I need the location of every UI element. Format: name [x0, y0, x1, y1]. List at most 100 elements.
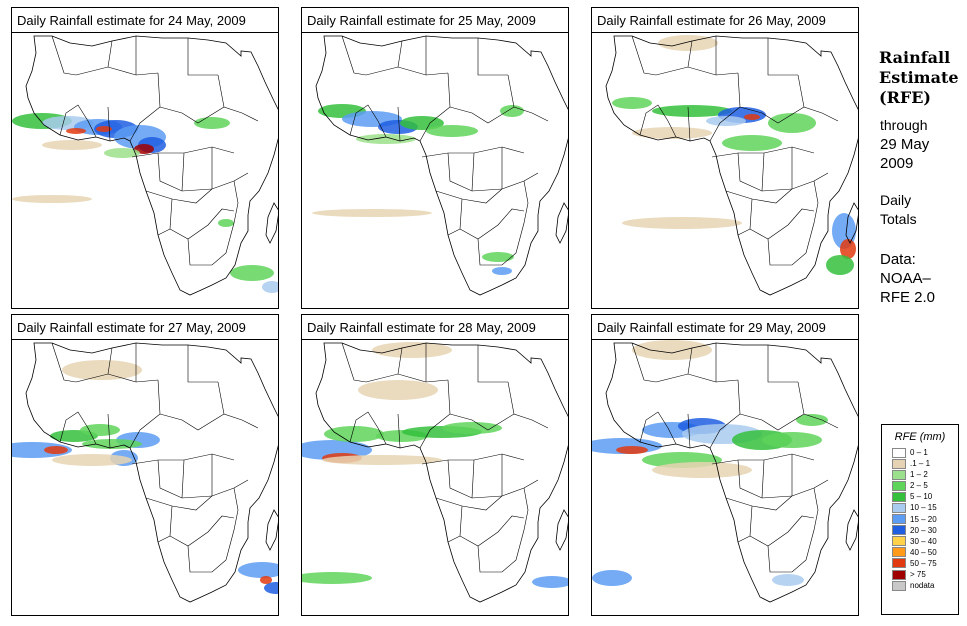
country-border — [187, 545, 227, 573]
rainfall-area — [400, 116, 444, 130]
rainfall-area — [840, 239, 856, 259]
legend-swatch — [892, 558, 906, 569]
map-canvas — [592, 340, 858, 603]
legend-swatch — [892, 514, 906, 525]
country-border — [169, 198, 235, 240]
legend-swatch — [892, 547, 906, 558]
legend-label: 10 – 15 — [910, 503, 937, 513]
rainfall-area — [762, 432, 822, 448]
legend-swatch — [892, 480, 906, 491]
africa-coastline — [25, 342, 278, 603]
country-border — [187, 238, 227, 266]
country-border — [515, 180, 529, 254]
country-border — [107, 347, 113, 375]
panel-title: Daily Rainfall estimate for 25 May, 2009 — [302, 8, 568, 33]
rainfall-area — [238, 562, 278, 578]
title-line-estimate: Estimate — [879, 68, 959, 87]
rainfall-area — [358, 380, 438, 400]
country-border — [129, 72, 161, 142]
country-border — [515, 487, 529, 561]
rainfall-map — [12, 340, 278, 612]
country-border — [59, 411, 97, 445]
rainfall-area — [262, 281, 278, 293]
africa-coastline — [315, 342, 568, 603]
map-panel-29-may: Daily Rainfall estimate for 29 May, 2009 — [591, 314, 859, 616]
rainfall-area — [482, 252, 514, 262]
title-line-rfe: (RFE) — [879, 88, 931, 107]
country-border — [129, 379, 161, 449]
country-border — [739, 413, 805, 431]
legend-swatch — [892, 569, 906, 580]
rainfall-area — [622, 217, 742, 229]
rainfall-area — [62, 360, 142, 380]
rainfall-area — [52, 454, 132, 466]
end-date: 29 May 2009 — [880, 135, 929, 173]
country-border — [471, 459, 475, 499]
country-border — [107, 40, 113, 68]
legend-item: 2 – 5 — [882, 480, 958, 491]
legend-swatch — [892, 447, 906, 458]
country-border — [435, 188, 503, 204]
country-border — [181, 459, 185, 499]
map-panel-26-may: Daily Rainfall estimate for 26 May, 2009 — [591, 7, 859, 309]
country-border — [159, 106, 225, 124]
rainfall-area — [230, 265, 274, 281]
legend-swatch — [892, 536, 906, 547]
country-border — [459, 505, 525, 547]
country-border — [725, 495, 793, 511]
totals-line2: Totals — [880, 211, 917, 227]
country-border — [419, 379, 451, 449]
panel-title: Daily Rainfall estimate for 28 May, 2009 — [302, 315, 568, 340]
country-border — [107, 106, 111, 142]
end-date-line1: 29 May — [880, 136, 930, 153]
legend-label: 0 – 1 — [910, 448, 928, 457]
country-border — [477, 545, 517, 573]
country-border — [737, 228, 751, 236]
country-border — [737, 535, 751, 543]
africa-coastline — [605, 35, 858, 296]
country-border — [157, 228, 171, 236]
rainfall-area — [744, 114, 760, 120]
country-border — [59, 104, 97, 138]
country-border — [477, 38, 508, 76]
map-canvas — [12, 35, 278, 296]
rainfall-area — [632, 127, 712, 139]
rainfall-area — [324, 426, 384, 442]
country-border — [419, 72, 451, 142]
country-border — [51, 342, 159, 383]
country-border — [397, 413, 401, 449]
country-border — [157, 535, 171, 543]
rainfall-area — [722, 135, 782, 151]
rainfall-map — [302, 340, 568, 612]
legend-item: 15 – 20 — [882, 514, 958, 525]
map-canvas — [302, 342, 568, 603]
map-canvas — [605, 35, 858, 296]
legend-swatch — [892, 469, 906, 480]
panel-title: Daily Rainfall estimate for 24 May, 2009 — [12, 8, 278, 33]
map-panel-24-may: Daily Rainfall estimate for 24 May, 2009 — [11, 7, 279, 309]
totals-line1: Daily — [880, 192, 912, 208]
country-border — [397, 40, 403, 68]
legend-item: 30 – 40 — [882, 536, 958, 547]
country-border — [145, 188, 213, 204]
legend-label: 1 – 2 — [910, 470, 928, 480]
legend-item: 10 – 15 — [882, 502, 958, 513]
country-border — [449, 106, 515, 124]
country-border — [471, 152, 475, 192]
rainfall-map — [592, 33, 858, 305]
legend-item: 50 – 75 — [882, 558, 958, 569]
legend-swatch — [892, 491, 906, 502]
rainfall-area — [768, 113, 816, 133]
country-border — [711, 453, 815, 465]
country-border — [737, 459, 829, 499]
rainfall-area — [826, 255, 854, 275]
rainfall-area — [652, 105, 732, 117]
country-border — [449, 413, 515, 431]
country-border — [447, 535, 461, 543]
country-border — [421, 146, 525, 158]
africa-coastline — [605, 342, 858, 603]
country-border — [447, 152, 539, 192]
country-border — [349, 411, 387, 445]
country-border — [157, 152, 249, 192]
country-border — [217, 74, 259, 122]
